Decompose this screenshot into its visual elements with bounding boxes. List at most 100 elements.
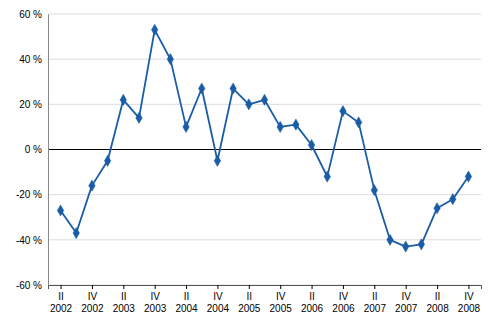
x-tick-label-line: 2002 <box>81 303 104 314</box>
x-tick-label-line: IV <box>276 291 286 302</box>
x-tick-mark <box>406 285 407 289</box>
marker <box>199 83 205 94</box>
y-tick: -20 % <box>16 189 48 200</box>
grid-line <box>48 239 481 240</box>
x-tick-mark <box>343 285 344 289</box>
marker <box>151 24 157 35</box>
y-tick: -60 % <box>16 280 48 291</box>
y-tick-label: 60 % <box>19 9 42 20</box>
x-tick-label: IV2002 <box>81 291 104 314</box>
x-tick-mark <box>280 285 281 289</box>
x-tick: II2004 <box>175 285 198 314</box>
x-tick-label-line: 2006 <box>332 303 355 314</box>
x-tick: IV2004 <box>207 285 230 314</box>
x-tick: IV2002 <box>81 285 104 314</box>
x-tick-label: II2006 <box>301 291 324 314</box>
marker <box>387 234 393 245</box>
marker <box>230 83 236 94</box>
x-tick-mark <box>437 285 438 289</box>
y-axis-line <box>48 15 49 286</box>
x-tick-label-line: II <box>435 291 441 302</box>
x-tick: II2006 <box>301 285 324 314</box>
x-tick-label-line: IV <box>401 291 411 302</box>
x-tick-label: II2002 <box>50 291 73 314</box>
x-tick-label: II2004 <box>175 291 198 314</box>
y-tick: 60 % <box>19 9 48 20</box>
x-tick: II2002 <box>50 285 73 314</box>
x-tick-label-line: II <box>121 291 127 302</box>
marks <box>57 24 471 252</box>
x-tick-label-line: 2006 <box>301 303 324 314</box>
x-tick-label-line: II <box>58 291 64 302</box>
x-tick-label: IV2006 <box>332 291 355 314</box>
x-tick: IV2005 <box>270 285 293 314</box>
x-tick-label: IV2008 <box>458 291 481 314</box>
marker <box>183 121 189 132</box>
x-tick-label-line: IV <box>464 291 474 302</box>
y-tick: 40 % <box>19 54 48 65</box>
x-tick-label-line: IV <box>88 291 98 302</box>
x-tick-label-line: IV <box>150 291 160 302</box>
zero-line <box>48 149 481 150</box>
x-tick-label-line: 2007 <box>364 303 387 314</box>
y-tick-label: 40 % <box>19 54 42 65</box>
marker <box>293 119 299 130</box>
x-tick-label: IV2007 <box>395 291 418 314</box>
marker <box>308 139 314 150</box>
marker <box>120 94 126 105</box>
x-tick-label-line: 2005 <box>238 303 261 314</box>
marker <box>355 117 361 128</box>
plot-area: -60 %-40 %-20 %0 %20 %40 %60 %II2002IV20… <box>16 9 482 314</box>
marker <box>324 171 330 182</box>
x-tick-label: II2005 <box>238 291 261 314</box>
marker <box>277 121 283 132</box>
x-tick: II2005 <box>238 285 261 314</box>
marker <box>418 239 424 250</box>
x-tick-label-line: II <box>309 291 315 302</box>
x-tick: II2007 <box>364 285 387 314</box>
x-tick-mark <box>61 285 62 289</box>
x-tick-label-line: 2004 <box>175 303 198 314</box>
x-tick-label-line: 2004 <box>207 303 230 314</box>
marker <box>104 155 110 166</box>
grid-line <box>48 194 481 195</box>
x-tick-mark <box>312 285 313 289</box>
grid <box>48 14 481 285</box>
x-tick: II2008 <box>426 285 449 314</box>
x-tick-label-line: 2002 <box>50 303 73 314</box>
x-tick: IV2007 <box>395 285 418 314</box>
grid-line <box>48 59 481 60</box>
line <box>61 30 469 247</box>
marker <box>246 99 252 110</box>
y-tick: 20 % <box>19 99 48 110</box>
marker <box>434 203 440 214</box>
x-tick-mark <box>186 285 187 289</box>
marker <box>214 155 220 166</box>
x-tick-label-line: II <box>184 291 190 302</box>
x-tick-mark <box>92 285 93 289</box>
x-tick-label-line: IV <box>213 291 223 302</box>
x-tick-label: IV2004 <box>207 291 230 314</box>
x-tick-label-line: 2008 <box>426 303 449 314</box>
x-tick: IV2003 <box>144 285 167 314</box>
marker <box>465 171 471 182</box>
y-tick-label: -20 % <box>16 189 42 200</box>
chart-container: -60 %-40 %-20 %0 %20 %40 %60 %II2002IV20… <box>0 0 495 325</box>
marker <box>450 194 456 205</box>
marker <box>136 112 142 123</box>
x-tick-label-line: IV <box>339 291 349 302</box>
marker <box>371 185 377 196</box>
x-tick-label: II2007 <box>364 291 387 314</box>
x-tick-label-line: II <box>372 291 378 302</box>
x-tick: II2003 <box>113 285 136 314</box>
marker <box>73 227 79 238</box>
chart-svg: -60 %-40 %-20 %0 %20 %40 %60 %II2002IV20… <box>0 0 495 325</box>
marker <box>261 94 267 105</box>
marker <box>89 180 95 191</box>
marker <box>402 241 408 252</box>
x-tick-mark <box>155 285 156 289</box>
x-tick-label-line: II <box>247 291 253 302</box>
x-tick-label: IV2003 <box>144 291 167 314</box>
x-tick-mark <box>123 285 124 289</box>
x-tick-mark <box>374 285 375 289</box>
